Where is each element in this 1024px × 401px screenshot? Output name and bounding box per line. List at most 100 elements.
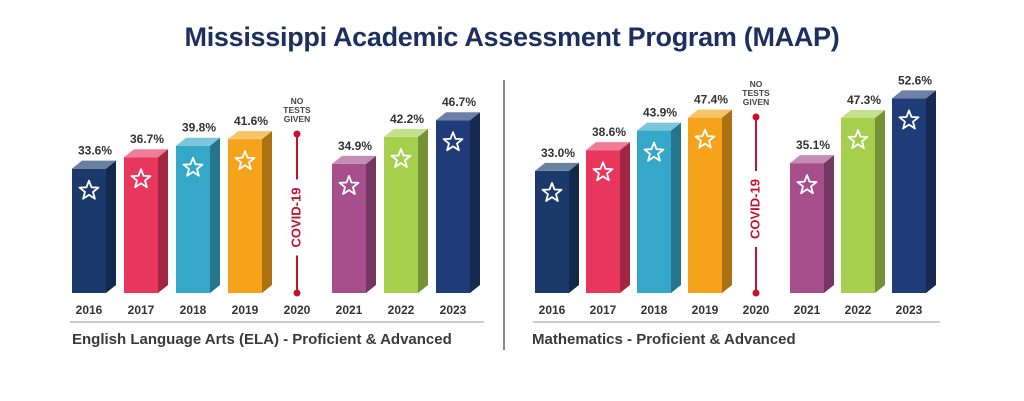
value-label: 35.1% <box>796 138 830 152</box>
year-label: 2023 <box>440 303 467 317</box>
bar-side <box>418 128 428 293</box>
bar-side <box>926 90 936 293</box>
bar-2016: 33.6% <box>72 144 116 293</box>
bar-side <box>158 149 168 293</box>
star-icon <box>390 148 412 168</box>
year-label: 2020 <box>743 303 770 317</box>
no-tests-note: NO <box>750 79 763 89</box>
value-label: 47.4% <box>694 93 728 107</box>
star-icon <box>182 156 204 177</box>
bar-top <box>384 128 428 137</box>
year-label: 2018 <box>180 303 207 317</box>
bar-top <box>892 90 936 99</box>
covid-dot-bottom <box>752 289 760 297</box>
bar-front <box>688 117 722 294</box>
year-label: 2018 <box>641 303 668 317</box>
bar-2023: 46.7% <box>436 95 480 294</box>
bar-2022: 42.2% <box>384 112 428 293</box>
year-label: 2016 <box>539 303 566 317</box>
value-label: 47.3% <box>847 93 881 107</box>
year-label: 2023 <box>896 303 923 317</box>
bar-side <box>569 162 579 293</box>
bar-side <box>671 122 681 293</box>
star-icon <box>234 150 256 171</box>
bar-front <box>332 163 366 293</box>
value-label: 52.6% <box>898 73 932 87</box>
covid-label: COVID-19 <box>288 188 303 248</box>
bar-top <box>535 162 579 171</box>
bar-front <box>176 145 210 293</box>
bar-front <box>384 136 418 293</box>
no-tests-note: TESTS <box>742 88 770 98</box>
star-icon <box>694 128 716 149</box>
value-label: 39.8% <box>182 121 216 135</box>
covid-dot-top <box>293 130 301 138</box>
chart-title: Mississippi Academic Assessment Program … <box>184 22 840 52</box>
year-label: 2022 <box>845 303 872 317</box>
bar-top <box>332 155 376 164</box>
year-label: 2017 <box>128 303 155 317</box>
bar-side <box>824 155 834 293</box>
no-tests-note: GIVEN <box>284 114 310 124</box>
bar-top <box>841 109 885 118</box>
bar-top <box>124 149 168 158</box>
bar-2021: 34.9% <box>332 139 376 293</box>
bar-front <box>228 139 262 293</box>
covid-dot-bottom <box>293 289 301 297</box>
year-label: 2017 <box>590 303 617 317</box>
star-icon <box>796 174 818 195</box>
value-label: 42.2% <box>390 112 424 126</box>
bar-2021: 35.1% <box>790 138 834 293</box>
ela-caption: English Language Arts (ELA) - Proficient… <box>72 331 452 348</box>
bar-2022: 47.3% <box>841 93 885 294</box>
star-icon <box>592 161 614 182</box>
bar-front <box>637 130 671 293</box>
bar-2018: 43.9% <box>637 106 681 293</box>
bar-side <box>210 137 220 293</box>
star-icon <box>898 109 920 130</box>
bar-2017: 36.7% <box>124 132 168 293</box>
panel-divider <box>503 80 505 350</box>
value-label: 33.6% <box>78 144 112 158</box>
value-label: 33.0% <box>541 146 575 160</box>
year-label: 2022 <box>388 303 415 317</box>
value-label: 41.6% <box>234 114 268 128</box>
value-label: 38.6% <box>592 125 626 139</box>
bar-2016: 33.0% <box>535 146 579 293</box>
star-icon <box>130 168 152 189</box>
bar-side <box>722 109 732 294</box>
covid-dot-top <box>752 113 760 121</box>
bar-side <box>875 109 885 294</box>
bar-side <box>106 160 116 293</box>
year-label: 2016 <box>76 303 103 317</box>
year-label: 2021 <box>336 303 363 317</box>
bar-2019: 41.6% <box>228 114 272 293</box>
covid-label-bg <box>748 171 764 247</box>
star-icon <box>78 179 100 200</box>
no-tests-note: GIVEN <box>743 97 769 107</box>
bar-front <box>72 168 106 293</box>
star-icon <box>847 129 869 149</box>
bar-top <box>790 155 834 164</box>
bar-2018: 39.8% <box>176 121 220 293</box>
star-icon <box>338 175 360 195</box>
bar-front <box>436 120 470 294</box>
chart-panel-0: 2016 33.6% 2017 36.7% 2018 39.8% 2019 41.6% 2020… <box>70 95 484 323</box>
value-label: 34.9% <box>338 139 372 153</box>
bar-2019: 47.4% <box>688 93 732 294</box>
bar-2017: 38.6% <box>586 125 630 293</box>
bar-front <box>892 98 926 293</box>
year-label: 2021 <box>794 303 821 317</box>
bar-top <box>586 142 630 151</box>
year-label: 2020 <box>284 303 311 317</box>
covid-label: COVID-19 <box>747 179 762 239</box>
star-icon <box>643 141 665 162</box>
bar-2023: 52.6% <box>892 73 936 293</box>
bar-front <box>841 117 875 294</box>
no-tests-note: TESTS <box>283 105 311 115</box>
bar-front <box>535 170 569 293</box>
bar-front <box>586 150 620 293</box>
value-label: 36.7% <box>130 132 164 146</box>
bar-front <box>124 157 158 293</box>
